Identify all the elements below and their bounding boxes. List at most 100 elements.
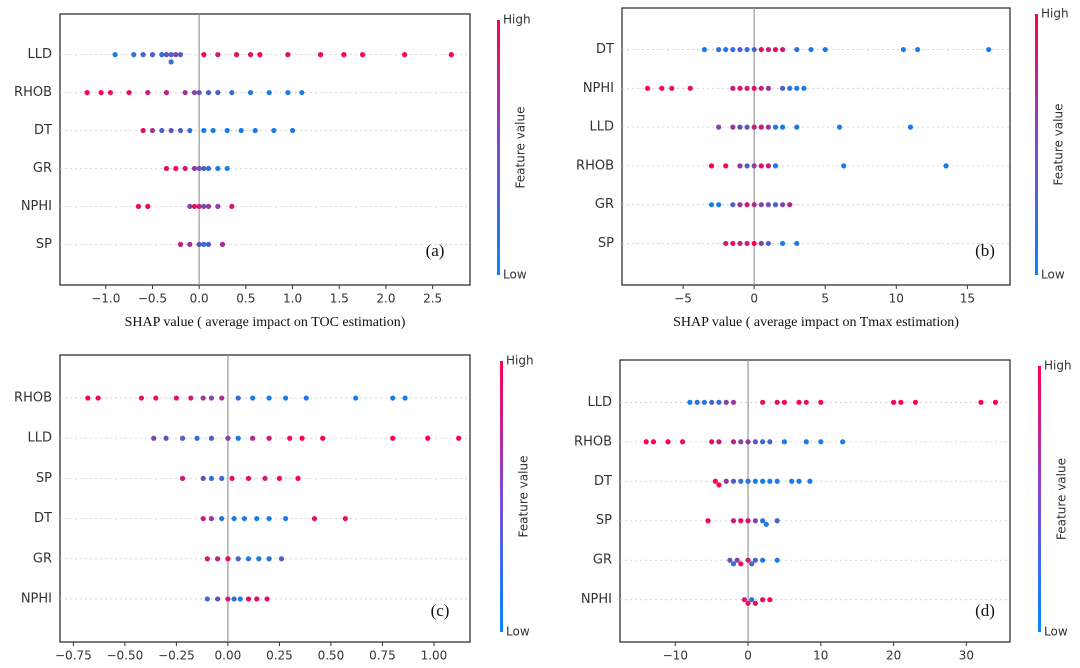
colorbar: [1038, 366, 1041, 632]
shap-point: [801, 85, 807, 91]
shap-point: [225, 435, 231, 441]
shap-point: [225, 596, 231, 602]
shap-point: [303, 395, 309, 401]
shap-point: [794, 46, 800, 53]
shap-point: [188, 395, 194, 401]
shap-point: [126, 89, 132, 96]
shap-point: [758, 85, 764, 91]
shap-point: [278, 556, 285, 562]
shap-point: [716, 399, 722, 405]
shap-point: [744, 85, 750, 91]
shap-point: [245, 596, 252, 602]
shap-point: [201, 165, 207, 172]
shap-point: [229, 89, 235, 96]
shap-point: [744, 163, 750, 169]
shap-point: [807, 478, 813, 484]
shap-point: [978, 399, 984, 405]
shap-point: [235, 395, 241, 401]
shap-point: [264, 596, 270, 602]
x-axis-label: SHAP value ( average impact on Tmax esti…: [673, 315, 959, 330]
x-tick-label: 0.00: [215, 649, 242, 663]
shap-point: [716, 482, 722, 488]
shap-point: [915, 46, 921, 53]
shap-point: [191, 203, 198, 210]
shap-point: [205, 241, 212, 247]
shap-point: [744, 202, 750, 208]
shap-point: [177, 127, 184, 134]
shap-point: [163, 52, 170, 58]
shap-point: [794, 124, 800, 130]
shap-point: [730, 124, 736, 130]
x-tick-label: 0: [744, 649, 752, 663]
shap-point: [425, 435, 431, 441]
shap-point: [694, 399, 700, 405]
y-tick-label: NPHI: [581, 592, 612, 607]
shap-point: [744, 240, 750, 247]
x-tick-label: 0: [750, 292, 758, 306]
shap-point: [252, 127, 258, 134]
shap-point: [737, 46, 743, 53]
shap-point: [758, 46, 764, 53]
shap-point: [808, 46, 814, 53]
shap-point: [758, 240, 764, 247]
plot-frame: [59, 13, 471, 286]
shap-point: [215, 52, 221, 58]
shap-point: [803, 439, 809, 445]
shap-point: [229, 203, 235, 210]
colorbar-high: High: [1044, 359, 1072, 373]
shap-point: [341, 52, 347, 58]
x-tick-label: 5: [821, 292, 829, 306]
shap-point: [836, 124, 843, 130]
y-tick-label: SP: [598, 236, 614, 251]
shap-point: [266, 556, 272, 562]
shap-point: [781, 399, 788, 405]
shap-point: [708, 163, 715, 169]
shap-point: [787, 202, 793, 208]
shap-point: [85, 395, 91, 401]
shap-point: [140, 52, 146, 58]
shap-point: [730, 202, 736, 208]
shap-point: [84, 89, 90, 96]
y-tick-label: DT: [594, 474, 612, 489]
shap-point: [780, 124, 786, 130]
shap-point: [208, 475, 215, 482]
shap-point: [231, 596, 237, 602]
shap-point: [738, 478, 744, 484]
y-tick-label: LLD: [588, 395, 613, 410]
shap-point: [241, 515, 247, 522]
x-tick-label: 0.5: [236, 292, 255, 306]
shap-point: [737, 163, 743, 169]
shap-point: [402, 52, 408, 58]
shap-point: [247, 89, 254, 96]
shap-point: [177, 52, 184, 58]
shap-point: [912, 399, 919, 405]
shap-point: [765, 240, 771, 247]
shap-point: [276, 475, 283, 482]
shap-point: [196, 203, 202, 210]
shap-point: [299, 435, 305, 441]
shap-point: [765, 202, 771, 208]
y-tick-label: RHOB: [574, 434, 612, 449]
shap-point: [196, 241, 202, 247]
shap-point: [730, 46, 736, 53]
x-tick-label: 0.25: [266, 649, 293, 663]
shap-point: [151, 435, 157, 441]
y-tick-label: GR: [593, 553, 612, 568]
shap-point: [201, 127, 207, 134]
y-tick-label: DT: [34, 123, 52, 138]
shap-point: [187, 241, 193, 247]
shap-point: [254, 596, 260, 602]
x-tick-label: 2.0: [376, 292, 395, 306]
colorbar-label: Feature value: [1052, 104, 1066, 186]
shap-point: [701, 399, 708, 405]
shap-point: [131, 52, 137, 58]
x-tick-label: 0.50: [318, 649, 345, 663]
shap-point: [841, 163, 847, 169]
shap-point: [758, 202, 764, 208]
shap-point: [245, 475, 252, 482]
shap-point: [780, 240, 786, 247]
colorbar-low: Low: [506, 625, 530, 639]
shap-point: [138, 395, 144, 401]
plot-frame: [621, 7, 1011, 286]
shap-point: [194, 435, 200, 441]
